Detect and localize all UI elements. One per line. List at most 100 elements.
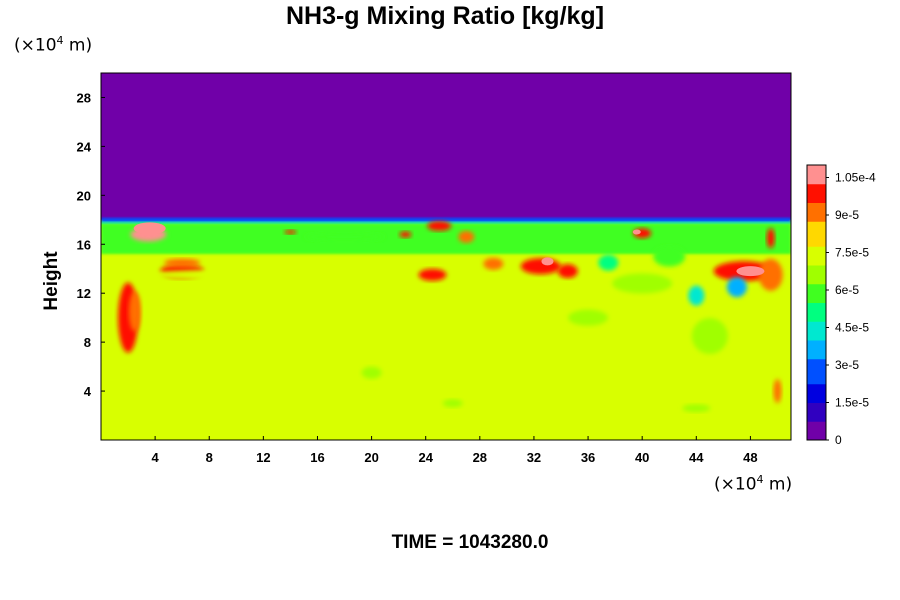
field-feature-max <box>736 266 765 277</box>
colorbar-segment <box>807 396 826 403</box>
field-feature <box>143 268 384 281</box>
field-feature <box>361 366 382 379</box>
field-feature <box>612 273 673 294</box>
colorbar-segment <box>807 352 826 360</box>
x-tick-label: 44 <box>689 450 704 465</box>
x-tick-label: 4 <box>152 450 160 465</box>
field-feature <box>773 379 782 404</box>
field-feature <box>758 258 783 291</box>
colorbar-segment <box>807 296 826 303</box>
colorbar-segment <box>807 377 826 385</box>
y-tick-label: 28 <box>77 90 91 105</box>
x-tick-label: 32 <box>527 450 541 465</box>
field-feature <box>766 228 775 249</box>
field-feature <box>726 277 747 298</box>
colorbar-tick-label: 6e-5 <box>835 283 859 297</box>
colorbar-tick-label: 1.5e-5 <box>835 396 869 410</box>
x-axis-unit: (×104 m) <box>714 473 792 495</box>
colorbar-segment <box>807 183 826 191</box>
field-feature <box>176 297 297 338</box>
x-tick-label: 12 <box>256 450 270 465</box>
colorbar-segment <box>807 365 826 372</box>
colorbar-segment <box>807 258 826 266</box>
colorbar-segment <box>807 221 826 228</box>
field-feature-max <box>541 257 554 266</box>
y-unit-prefix: (×10 <box>14 35 57 56</box>
interface-blue-band <box>101 217 791 223</box>
colorbar-tick-label: 7.5e-5 <box>835 246 869 260</box>
x-tick-label: 16 <box>310 450 324 465</box>
x-tick-label: 8 <box>206 450 213 465</box>
field-feature <box>399 231 412 238</box>
colorbar-segment <box>807 415 826 422</box>
colorbar-segment <box>807 321 826 328</box>
colorbar-segment <box>807 315 826 322</box>
field-feature <box>557 264 578 279</box>
colorbar-segment <box>807 190 826 197</box>
x-tick-label: 28 <box>473 450 487 465</box>
colorbar-segment <box>807 252 826 260</box>
field-feature <box>520 258 561 275</box>
colorbar-segment <box>807 333 826 341</box>
field-feature <box>128 291 141 332</box>
colorbar-segment <box>807 346 826 353</box>
x-unit-suffix: m) <box>763 474 793 495</box>
colorbar-segment <box>807 165 826 172</box>
colorbar-segment <box>807 421 826 428</box>
y-axis-unit: (×104 m) <box>14 34 92 56</box>
colorbar-segment <box>807 402 826 410</box>
colorbar-segment <box>807 302 826 310</box>
x-unit-prefix: (×10 <box>714 474 757 495</box>
field-feature <box>568 309 609 326</box>
colorbar-tick-label: 0 <box>835 433 842 447</box>
field-feature <box>458 230 475 243</box>
colorbar-segment <box>807 265 826 272</box>
colorbar-segment <box>807 371 826 378</box>
colorbar-segment <box>807 202 826 210</box>
time-label: TIME = 1043280.0 <box>391 532 549 553</box>
field-feature <box>483 257 504 270</box>
x-tick-label: 36 <box>581 450 595 465</box>
colorbar-segment <box>807 390 826 397</box>
colorbar-segment <box>807 271 826 278</box>
colorbar-segment <box>807 290 826 297</box>
colorbar-segment <box>807 433 826 441</box>
colorbar-segment <box>807 196 826 203</box>
colorbar-segment <box>807 283 826 291</box>
field-feature <box>691 318 728 355</box>
x-tick-label: 40 <box>635 450 649 465</box>
x-tick-label: 24 <box>418 450 433 465</box>
y-axis-ticks: 4 8 12 16 20 24 28 <box>77 90 105 399</box>
x-axis-ticks: 4 8 12 16 20 24 28 32 36 40 44 48 <box>152 436 758 465</box>
y-unit-exp: 4 <box>56 34 64 47</box>
field-feature <box>688 285 705 306</box>
field-feature <box>427 220 452 231</box>
colorbar-segment <box>807 246 826 253</box>
colorbar-segment <box>807 383 826 391</box>
field-feature <box>442 399 463 408</box>
y-tick-label: 4 <box>84 384 92 399</box>
field-feature <box>164 258 201 267</box>
colorbar-segment <box>807 227 826 235</box>
x-unit-exp: 4 <box>756 473 764 486</box>
field-feature <box>682 404 711 413</box>
y-tick-label: 24 <box>77 139 92 154</box>
colorbar-segment <box>807 427 826 435</box>
colorbar-tick-label: 3e-5 <box>835 358 859 372</box>
plot-frame <box>100 72 792 441</box>
x-tick-label: 48 <box>743 450 757 465</box>
colorbar-segment <box>807 308 826 316</box>
colorbar-segment <box>807 408 826 416</box>
colorbar-segment <box>807 277 826 285</box>
colorbar-segment <box>807 177 826 185</box>
field-feature <box>304 232 385 241</box>
colorbar-tick-label: 9e-5 <box>835 208 859 222</box>
colorbar-tick-label: 4.5e-5 <box>835 321 869 335</box>
field-feature-max <box>632 229 641 235</box>
plot-area <box>100 72 792 441</box>
x-tick-label: 20 <box>364 450 378 465</box>
colorbar-segment <box>807 240 826 247</box>
chart-title: NH3-g Mixing Ratio [kg/kg] <box>285 2 605 30</box>
colorbar-segment <box>807 215 826 222</box>
